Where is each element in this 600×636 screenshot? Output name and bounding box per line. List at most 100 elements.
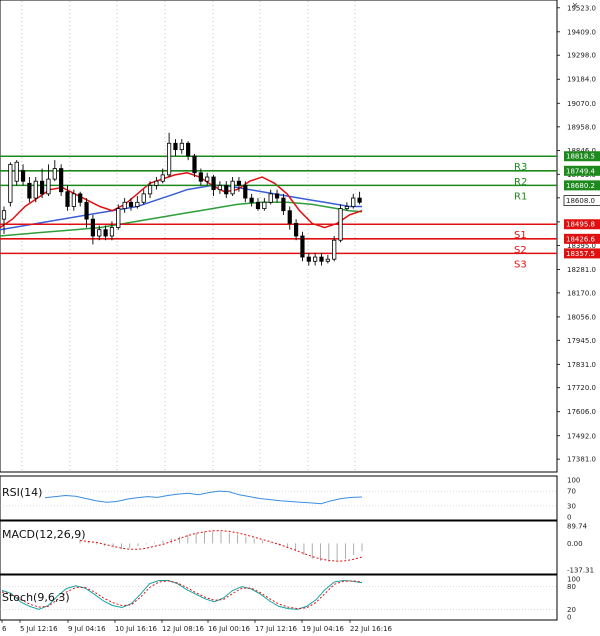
bear-candle — [78, 193, 83, 203]
stoch-label: Stoch(9,6,3) — [2, 591, 70, 604]
bear-candle — [186, 142, 191, 157]
stoch-panel-frame — [0, 574, 558, 621]
bear-candle — [173, 142, 178, 151]
bull-candle — [8, 163, 13, 203]
stoch-plot — [1, 579, 363, 610]
price-tick-label: 18395.0 — [567, 242, 596, 250]
price-panel: R3 R2 R1 S1 S2 S3 — [0, 0, 558, 473]
price-tick-label: 18170.0 — [567, 289, 596, 297]
price-tick-label: 19298.0 — [567, 52, 596, 60]
stoch-k-line — [1, 579, 363, 610]
level-label-r1: R1 — [514, 191, 527, 202]
level-label-r2: R2 — [514, 177, 527, 188]
bull-candle — [160, 174, 165, 182]
close-icon[interactable] — [572, 2, 578, 8]
stoch-tick-label: 0 — [567, 614, 571, 622]
price-tick-label: 17492.0 — [567, 432, 596, 440]
price-tick-label: 17381.0 — [567, 456, 596, 464]
bull-candle — [230, 180, 235, 195]
price-tick-label: 19523.0 — [567, 4, 596, 12]
bear-candle — [128, 201, 134, 207]
level-tag-bg-s2 — [564, 233, 600, 244]
price-tick-label: 18958.0 — [567, 123, 596, 131]
bear-candle — [65, 191, 70, 207]
rsi-panel: RSI(14) — [0, 475, 558, 521]
macd-tick-label: 89.74 — [567, 523, 588, 531]
bull-candle — [52, 168, 57, 180]
price-tick-label: 18846.0 — [567, 147, 596, 155]
macd-panel-frame — [0, 520, 558, 575]
rsi-line — [44, 490, 363, 505]
ma-blue-line — [0, 184, 362, 231]
bull-candle — [1, 210, 7, 220]
macd-plot — [79, 530, 363, 562]
bear-candle — [293, 222, 299, 237]
rsi-plot — [44, 490, 363, 505]
bear-candle — [300, 235, 305, 258]
rsi-tick-label: 30 — [567, 502, 576, 510]
bear-candle — [192, 155, 197, 174]
rsi-axis: 100 70 30 0 — [567, 477, 580, 522]
bull-candle — [268, 193, 273, 203]
time-tick-label: 10 Jul 16:16 — [115, 625, 158, 633]
bear-candle — [274, 193, 280, 199]
level-label-s1: S1 — [514, 230, 527, 241]
bear-candle — [243, 185, 248, 199]
bull-candle — [46, 178, 51, 195]
price-panel-frame — [0, 0, 558, 473]
macd-panel: MACD(12,26,9) — [0, 520, 558, 575]
time-tick-label: 6 — [2, 625, 7, 633]
rsi-label: RSI(14) — [2, 486, 42, 499]
macd-label: MACD(12,26,9) — [2, 528, 86, 541]
stoch-panel: Stoch(9,6,3) — [0, 574, 558, 621]
pivot-levels: R3 R2 R1 S1 S2 S3 — [0, 155, 557, 270]
bull-candle — [135, 201, 140, 207]
bear-candle — [236, 180, 242, 186]
bull-candle — [338, 208, 343, 241]
level-label-r3: R3 — [514, 162, 527, 173]
bear-candle — [211, 176, 216, 191]
time-tick-label: 12 Jul 08:16 — [162, 625, 205, 633]
level-tag-bg-s3 — [564, 248, 600, 259]
time-tick-label: 19 Jul 04:16 — [302, 625, 345, 633]
bull-candle — [205, 176, 210, 182]
current-price-tag: 18608.0 — [566, 197, 595, 205]
bull-candle — [154, 180, 159, 186]
level-tag-s1: 18495.8 — [566, 221, 595, 229]
time-tick-label: 5 Jul 12:16 — [20, 625, 58, 633]
bull-candle — [313, 256, 318, 262]
bull-candle — [332, 239, 337, 260]
bull-candle — [344, 206, 350, 210]
level-tag-bg-r1 — [564, 180, 600, 191]
stoch-tick-label: 20 — [567, 606, 576, 614]
level-tags: 18818.5 18749.4 18680.2 18495.8 18426.6 18357… — [563, 151, 600, 259]
level-tag-bg-r2 — [564, 165, 600, 176]
macd-tick-label: -137.31 — [567, 567, 594, 575]
level-tag-s3: 18357.5 — [566, 250, 595, 258]
bear-candle — [249, 197, 254, 203]
bull-candle — [325, 258, 330, 262]
bear-candle — [306, 256, 311, 262]
bull-candle — [179, 142, 184, 151]
bear-candle — [319, 256, 324, 262]
bear-candle — [287, 210, 292, 224]
bull-candle — [141, 193, 146, 203]
time-tick-label: 16 Jul 00:16 — [208, 625, 251, 633]
time-tick-label: 22 Jul 16:16 — [350, 625, 393, 633]
bull-candle — [109, 227, 115, 237]
bear-candle — [90, 218, 95, 237]
price-tick-label: 17831.0 — [567, 361, 596, 369]
bear-candle — [103, 229, 108, 237]
bear-candle — [40, 180, 45, 195]
bear-candle — [281, 197, 286, 212]
price-tick-label: 18056.0 — [567, 313, 596, 321]
price-tick-label: 17606.0 — [567, 408, 596, 416]
bear-candle — [59, 168, 64, 193]
bear-candle — [224, 185, 229, 195]
rsi-tick-label: 70 — [567, 488, 576, 496]
time-tick-label: 9 Jul 04:16 — [68, 625, 106, 633]
macd-axis: 89.74 0.00 -137.31 — [567, 523, 594, 575]
bull-candle — [351, 197, 356, 207]
bull-candle — [122, 201, 127, 210]
